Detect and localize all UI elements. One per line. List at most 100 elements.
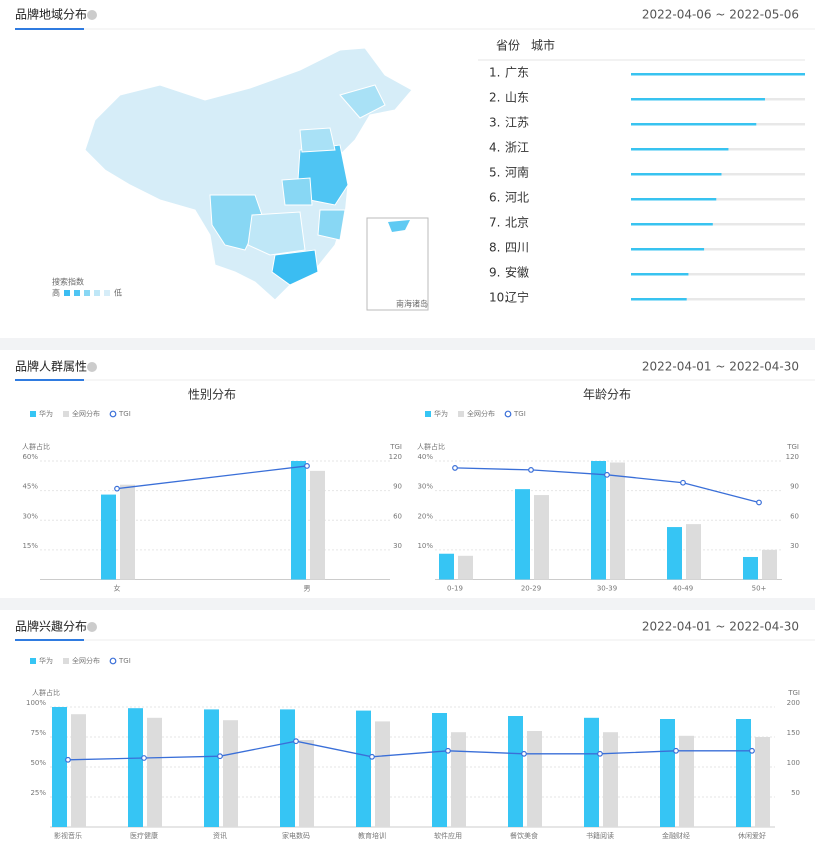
rank-name: 安徽	[505, 265, 529, 280]
bar	[310, 470, 325, 580]
legend-label: 全网分布	[467, 409, 495, 418]
help-icon[interactable]	[87, 622, 97, 632]
y-tick-label: 50%	[30, 759, 46, 767]
x-tick-label: 资讯	[213, 831, 227, 840]
legend-label: 华为	[39, 409, 53, 418]
x-tick-label: 50+	[752, 585, 767, 593]
y2-axis-label: TGI	[389, 443, 402, 451]
bar	[631, 223, 713, 226]
legend-marker	[504, 410, 512, 418]
tgi-point	[65, 756, 71, 763]
bar	[667, 527, 682, 580]
bar	[147, 717, 162, 827]
legend-label: 华为	[434, 409, 448, 418]
tgi-point	[141, 755, 147, 761]
legend-swatch	[63, 658, 69, 664]
tab[interactable]: 城市	[531, 38, 555, 53]
bar	[631, 198, 717, 201]
bar	[631, 123, 757, 126]
x-tick-label: 教育培训	[358, 831, 386, 840]
rank-name: 北京	[505, 216, 529, 230]
bar	[508, 716, 523, 827]
tgi-point	[445, 747, 451, 754]
x-tick-label: 20-29	[521, 585, 541, 593]
legend-label: 华为	[39, 656, 53, 665]
bar-track	[631, 248, 805, 251]
y2-tick-label: 60	[790, 512, 799, 520]
rank-number: 1.	[489, 66, 500, 80]
bar	[432, 713, 447, 827]
bar	[743, 556, 758, 580]
y2-axis-label: TGI	[786, 443, 799, 451]
x-tick-label: 医疗健康	[130, 831, 158, 840]
rank-number: 8.	[489, 241, 500, 255]
x-tick-label: 女	[114, 584, 121, 593]
tgi-point	[604, 471, 610, 478]
tgi-point	[749, 747, 755, 754]
tgi-point	[673, 747, 679, 754]
bar	[686, 524, 701, 580]
x-tick-label: 40-49	[673, 585, 693, 593]
y2-tick-label: 90	[393, 483, 402, 491]
legend-swatch	[63, 411, 69, 417]
map-note: 南海诸岛	[396, 299, 428, 309]
legend-marker	[109, 410, 117, 418]
rank-number: 3.	[489, 116, 500, 130]
tgi-point	[114, 485, 120, 492]
bar	[660, 719, 675, 827]
tgi-line	[67, 740, 752, 761]
bar	[101, 494, 116, 580]
y2-tick-label: 90	[790, 483, 799, 491]
map-inset	[366, 217, 429, 311]
x-tick-label: 软件应用	[434, 831, 462, 840]
tgi-line	[116, 465, 308, 490]
rank-number: 6.	[489, 191, 500, 205]
legend-label: TGI	[118, 657, 131, 665]
rank-name: 江苏	[505, 116, 529, 130]
rank-number: 9.	[489, 266, 500, 280]
bar-track	[631, 198, 805, 201]
panel-title: 品牌兴趣分布	[15, 619, 87, 634]
y-tick-label: 15%	[22, 542, 38, 550]
x-tick-label: 休闲爱好	[738, 831, 766, 840]
tgi-point	[528, 466, 534, 473]
x-tick-label: 影视音乐	[54, 831, 82, 840]
bar	[631, 248, 705, 251]
tab[interactable]: 省份	[496, 39, 520, 53]
legend-label: 全网分布	[72, 656, 100, 665]
y2-tick-label: 100	[787, 759, 800, 767]
x-tick-label: 男	[304, 585, 311, 593]
date-range: 2022-04-01 ~ 2022-04-30	[642, 360, 799, 374]
date-range: 2022-04-01 ~ 2022-04-30	[642, 620, 799, 634]
bar	[631, 148, 729, 151]
legend-marker	[109, 657, 117, 665]
bar	[299, 740, 314, 827]
bar	[291, 461, 306, 580]
bar	[52, 707, 67, 827]
legend-swatch	[30, 658, 36, 664]
legend-swatch	[94, 290, 100, 296]
bar	[375, 721, 390, 827]
y-axis-label: 人群占比	[32, 688, 60, 697]
legend-swatch	[30, 411, 36, 417]
y-tick-label: 75%	[30, 729, 46, 737]
date-range: 2022-04-06 ~ 2022-05-06	[642, 8, 799, 22]
legend-swatch	[64, 290, 70, 296]
y-tick-label: 25%	[30, 789, 46, 797]
help-icon[interactable]	[87, 10, 97, 20]
y2-tick-label: 60	[393, 512, 402, 520]
help-icon[interactable]	[87, 362, 97, 372]
bar	[128, 708, 143, 827]
rank-name: 广东	[505, 66, 529, 80]
y-tick-label: 30%	[417, 483, 433, 491]
y2-tick-label: 30	[790, 542, 799, 550]
y-axis-label: 人群占比	[417, 442, 445, 451]
y2-tick-label: 120	[389, 453, 402, 461]
map-legend-high: 高	[52, 288, 60, 298]
rank-name: 山东	[505, 91, 529, 105]
bar	[631, 173, 722, 176]
x-tick-label: 金融财经	[662, 831, 690, 840]
tgi-point	[217, 753, 223, 760]
bar	[591, 461, 606, 580]
